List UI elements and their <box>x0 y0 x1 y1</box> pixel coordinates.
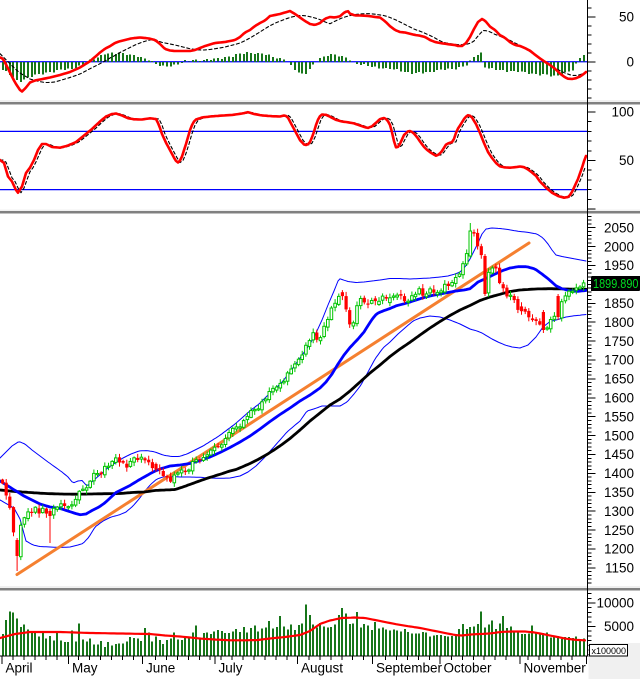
svg-text:May: May <box>72 661 98 676</box>
svg-text:5000: 5000 <box>604 619 634 634</box>
svg-text:2050: 2050 <box>604 220 634 235</box>
svg-text:1150: 1150 <box>605 561 634 576</box>
svg-text:July: July <box>219 661 243 676</box>
svg-text:1350: 1350 <box>604 485 634 500</box>
svg-text:10000: 10000 <box>596 596 634 611</box>
svg-text:1550: 1550 <box>604 409 634 424</box>
svg-text:1800: 1800 <box>604 315 634 330</box>
svg-text:1700: 1700 <box>604 353 634 368</box>
svg-text:1200: 1200 <box>604 542 634 557</box>
svg-text:0: 0 <box>626 55 634 70</box>
svg-text:100: 100 <box>611 105 634 120</box>
svg-text:1899.890: 1899.890 <box>593 277 639 291</box>
svg-text:September: September <box>376 661 443 676</box>
svg-text:November: November <box>524 661 587 676</box>
svg-text:1400: 1400 <box>604 466 634 481</box>
svg-text:1450: 1450 <box>604 447 634 462</box>
svg-text:2000: 2000 <box>604 239 634 254</box>
svg-text:1950: 1950 <box>604 258 634 273</box>
svg-text:1300: 1300 <box>604 504 634 519</box>
svg-text:June: June <box>146 661 175 676</box>
svg-text:August: August <box>301 661 343 676</box>
svg-text:1600: 1600 <box>604 391 634 406</box>
svg-text:1850: 1850 <box>604 296 634 311</box>
svg-text:April: April <box>6 661 33 676</box>
svg-text:1650: 1650 <box>604 372 634 387</box>
svg-text:October: October <box>444 661 493 676</box>
svg-text:1750: 1750 <box>604 334 634 349</box>
svg-text:x100000: x100000 <box>592 646 627 656</box>
svg-text:50: 50 <box>619 153 634 168</box>
svg-text:50: 50 <box>619 10 634 25</box>
svg-text:1500: 1500 <box>604 428 634 443</box>
svg-text:1250: 1250 <box>604 523 634 538</box>
